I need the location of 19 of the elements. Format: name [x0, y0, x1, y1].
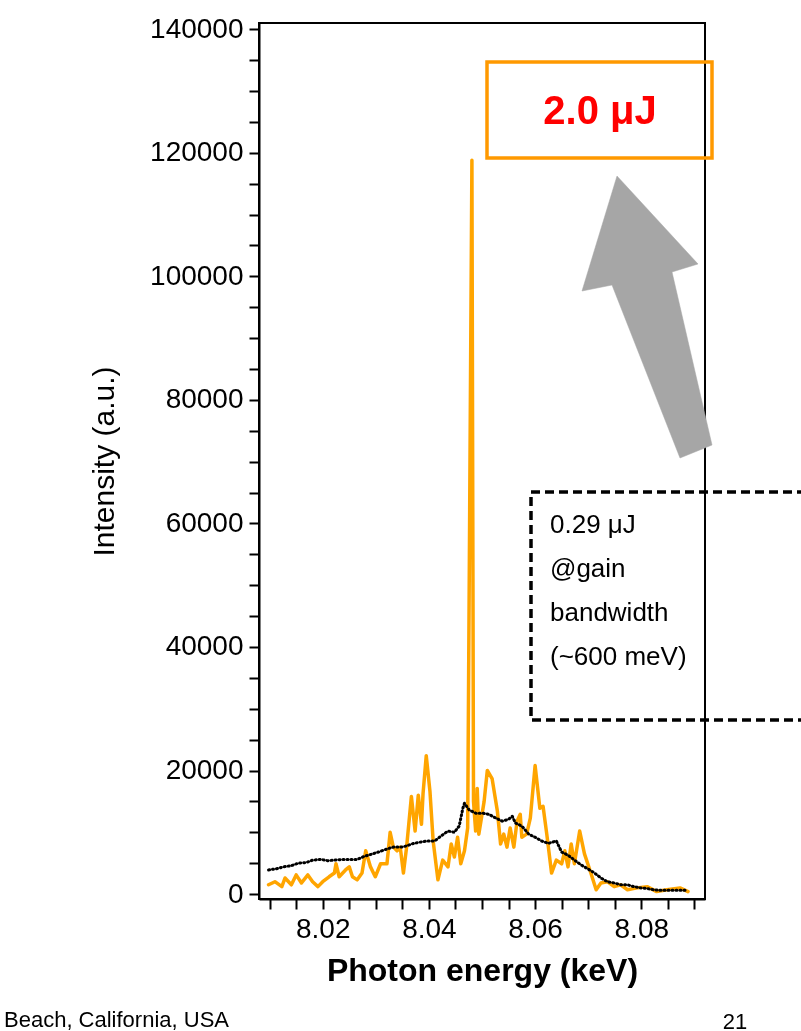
x-tick-label: 8.04 [402, 912, 457, 944]
y-tick-label: 100000 [150, 259, 244, 291]
y-tick-label: 40000 [165, 630, 244, 662]
x-tick-label: 8.02 [295, 912, 351, 944]
text: 21 [722, 1009, 748, 1031]
x-tick-label: 8.08 [614, 912, 670, 944]
y-tick-label: 20000 [165, 754, 244, 785]
y-axis-title: Intensity (a.u.) [87, 366, 121, 557]
y-tick-label: 0 [227, 877, 244, 909]
y-tick-label: 60000 [165, 506, 244, 538]
text: Beach, California, USA [4, 1007, 230, 1031]
x-axis-title: Photon energy (keV) [326, 951, 639, 988]
y-tick-label: 140000 [150, 12, 244, 44]
y-tick-label: 120000 [150, 136, 244, 168]
annotation: 0.29 μJ @gain bandwidth (~600 meV) [550, 509, 687, 671]
line-series [266, 158, 690, 894]
y-tick-label: 80000 [165, 383, 244, 415]
annotation: 2.0 μJ [543, 88, 657, 132]
x-tick-label: 8.06 [508, 912, 563, 944]
